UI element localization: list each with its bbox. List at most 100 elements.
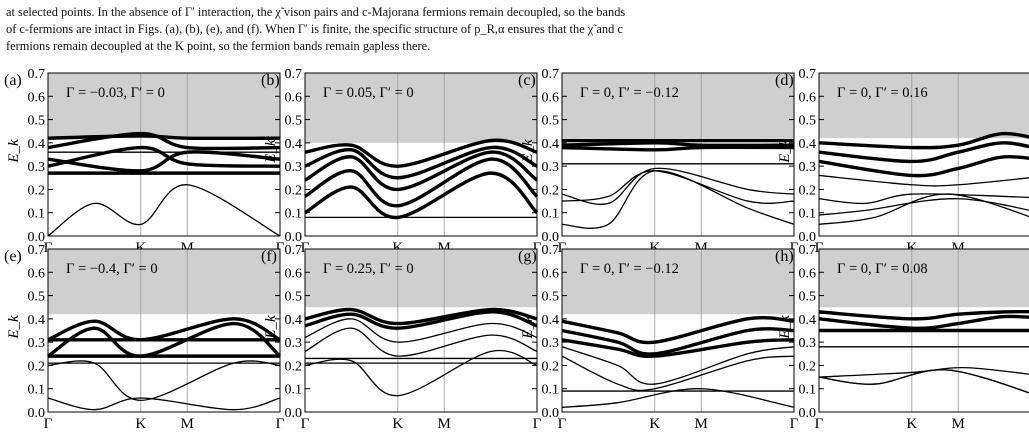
x-tick-label: M [695,416,708,432]
y-tick-label: 0.2 [542,183,560,198]
y-tick-label: 0.3 [542,336,560,351]
energy-band [818,198,1029,216]
y-tick-label: 0.7 [542,67,560,82]
x-tick-label: K [392,240,403,256]
x-tick-label: Γ [44,240,53,256]
x-tick-label: Γ [790,240,799,256]
y-tick-label: 0.1 [542,383,560,398]
shaded-region [48,73,280,139]
x-tick-label: Γ [533,240,542,256]
panel-label: (b) [261,72,280,89]
x-tick-label: Γ [815,416,824,432]
shaded-region [562,73,794,139]
panel-label: (g) [518,248,537,265]
y-tick-label: 0.5 [799,290,817,305]
energy-band [304,327,538,357]
y-tick-label: 0.3 [28,336,46,351]
energy-band [818,193,1029,226]
y-tick-label: 0.7 [285,67,303,82]
shaded-region [305,249,537,308]
body-text-line-2: of c-fermions are intact in Figs. (a), (… [6,22,623,36]
y-tick-label: 0.6 [28,90,46,105]
energy-band [818,367,1029,378]
energy-band [818,314,1029,330]
energy-band [818,369,1029,394]
panel-label: (e) [4,248,22,265]
y-tick-label: 0.5 [28,114,46,129]
x-tick-label: Γ [533,416,542,432]
y-tick-label: 0.0 [542,230,560,245]
energy-band [304,171,539,220]
y-axis-label: E_k [777,139,793,164]
x-tick-label: Γ [558,416,567,432]
energy-band [47,134,281,141]
y-tick-label: 0.1 [542,207,560,222]
parameter-annotation: Γ = 0, Γ′ = −0.12 [580,85,679,101]
parameter-annotation: Γ = 0.05, Γ′ = 0 [323,85,414,101]
shaded-region [819,73,1029,139]
y-tick-label: 0.1 [799,383,817,398]
energy-band [47,360,281,402]
y-tick-label: 0.4 [285,137,303,152]
energy-band [561,338,795,358]
parameter-annotation: Γ = 0, Γ′ = 0.08 [837,261,928,277]
y-tick-label: 0.1 [285,383,303,398]
panel-a: 0.00.10.20.30.40.50.60.7Γ K M ΓE_k(a)Γ = −0… [4,67,285,256]
y-tick-label: 0.2 [28,359,46,374]
y-axis-label: E_k [6,315,22,340]
energy-band [561,355,795,392]
y-axis-label: E_k [777,315,793,340]
panel-e: 0.00.10.20.30.40.50.60.7Γ K M ΓE_k(e)Γ = −0… [4,243,285,432]
y-tick-label: 0.6 [285,266,303,281]
y-tick-label: 0.3 [799,336,817,351]
energy-band [304,318,538,343]
panel-label: (a) [4,72,22,89]
energy-band [47,397,281,411]
plot-frame [47,72,281,237]
y-axis-label: E_k [263,139,279,164]
x-tick-label: Γ [44,416,53,432]
energy-band [47,131,281,151]
y-tick-label: 0.2 [285,183,303,198]
plot-frame [561,248,795,413]
shaded-region [819,249,1029,308]
y-tick-label: 0.0 [799,406,817,421]
body-text-line-1: at selected points. In the absence of Γ′… [6,5,626,19]
energy-band [561,346,795,385]
energy-band [304,145,538,180]
parameter-annotation: Γ = −0.03, Γ′ = 0 [66,85,165,101]
panel-b: 0.00.10.20.30.40.50.60.7Γ K M ΓE_k(b)Γ = 0.… [261,67,542,256]
plot-frame [47,248,281,413]
energy-band [818,310,1029,321]
plot-frame [304,72,538,237]
energy-band [47,150,281,173]
y-tick-label: 0.6 [542,90,560,105]
panel-c: 0.00.10.20.30.40.50.60.7Γ K M ΓE_k(c)Γ = 0,… [518,67,799,256]
y-tick-label: 0.7 [285,243,303,258]
plot-frame [818,248,1029,413]
plot-frame [304,248,538,413]
y-tick-label: 0.1 [28,207,46,222]
y-tick-label: 0.4 [28,313,46,328]
energy-band [818,369,1029,394]
parameter-annotation: Γ = 0.25, Γ′ = 0 [323,261,414,277]
x-tick-label: Γ [790,416,799,432]
y-tick-label: 0.2 [799,359,817,374]
energy-band [304,307,538,326]
y-axis-label: E_k [263,315,279,340]
x-tick-label: M [952,416,965,432]
y-tick-label: 0.3 [799,160,817,175]
y-tick-label: 0.6 [799,90,817,105]
y-tick-label: 0.3 [285,160,303,175]
energy-band [561,327,795,356]
energy-band [304,150,539,192]
x-tick-label: Γ [301,240,310,256]
energy-band [304,138,538,168]
x-tick-label: M [181,416,194,432]
y-tick-label: 0.1 [799,207,817,222]
y-tick-label: 0.0 [542,406,560,421]
y-axis-label: E_k [520,139,536,164]
energy-band [818,193,1029,205]
energy-band [561,315,795,345]
